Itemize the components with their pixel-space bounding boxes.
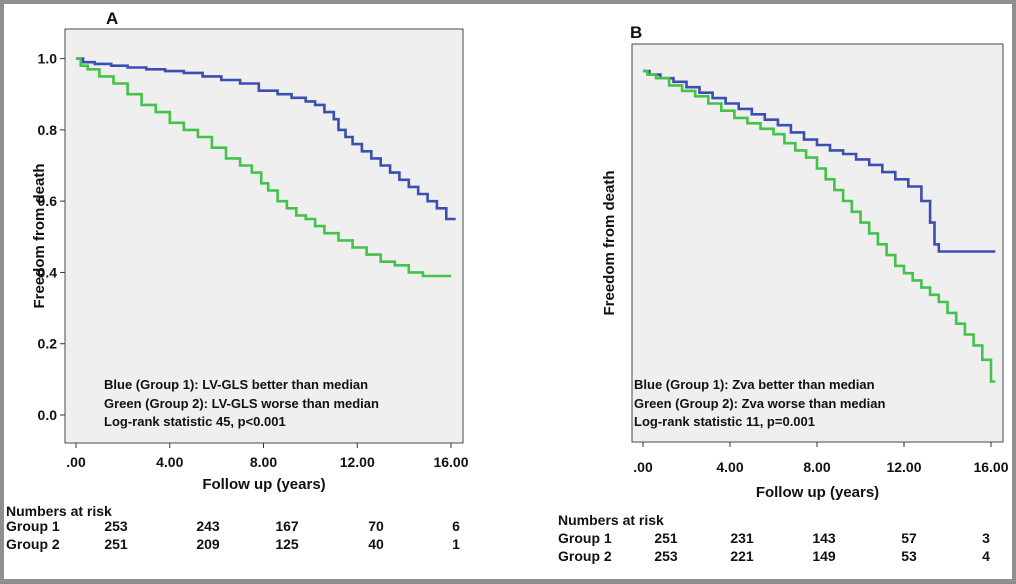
legend-annotation: Green (Group 2): LV-GLS worse than media… bbox=[104, 396, 379, 411]
y-tick-label: 0.0 bbox=[38, 407, 58, 423]
survival-curve-group-1 bbox=[643, 69, 996, 253]
risk-table-value: 231 bbox=[730, 530, 754, 546]
survival-curve-group-1 bbox=[76, 57, 456, 221]
risk-table-row-label: Group 1 bbox=[6, 518, 60, 534]
risk-table-value: 209 bbox=[196, 536, 220, 552]
risk-table-value: 6 bbox=[452, 518, 460, 534]
survival-curve-group-2 bbox=[76, 57, 451, 278]
y-axis-label: Freedom from death bbox=[31, 163, 48, 308]
risk-table-value: 3 bbox=[982, 530, 990, 546]
risk-table-value: 40 bbox=[368, 536, 384, 552]
risk-table-value: 125 bbox=[275, 536, 299, 552]
legend-annotation: Blue (Group 1): LV-GLS better than media… bbox=[104, 377, 368, 392]
plot-area bbox=[631, 43, 1004, 443]
x-tick-label: 8.00 bbox=[250, 454, 277, 470]
x-tick-label: 12.00 bbox=[886, 459, 921, 475]
x-tick-label: 8.00 bbox=[803, 459, 830, 475]
risk-table-header: Numbers at risk bbox=[558, 512, 664, 528]
risk-table-value: 251 bbox=[654, 530, 678, 546]
panel-label: A bbox=[106, 9, 118, 28]
x-tick-label: 16.00 bbox=[433, 454, 468, 470]
risk-table-value: 4 bbox=[982, 548, 990, 564]
kaplan-meier-figure: A Freedom from death 0.0 0.2 0.4 0.6 0.8 1.0 .00… bbox=[6, 9, 1009, 564]
risk-table-value: 253 bbox=[104, 518, 128, 534]
risk-table-value: 251 bbox=[104, 536, 128, 552]
risk-table-value: 167 bbox=[275, 518, 299, 534]
x-axis-label: Follow up (years) bbox=[756, 484, 879, 501]
x-tick-label: .00 bbox=[66, 454, 86, 470]
survival-curve-group-2 bbox=[643, 69, 996, 383]
y-tick-label: 0.8 bbox=[38, 122, 58, 138]
x-tick-label: 4.00 bbox=[156, 454, 183, 470]
panel-label: B bbox=[630, 23, 642, 42]
x-tick-label: 4.00 bbox=[716, 459, 743, 475]
risk-table-value: 221 bbox=[730, 548, 754, 564]
y-tick-label: 0.6 bbox=[38, 193, 58, 209]
legend-annotation: Blue (Group 1): Zva better than median bbox=[634, 377, 875, 392]
x-tick-label: 12.00 bbox=[340, 454, 375, 470]
x-tick-label: .00 bbox=[633, 459, 653, 475]
legend-annotation: Log-rank statistic 45, p<0.001 bbox=[104, 414, 286, 429]
plot-area bbox=[64, 28, 464, 444]
risk-table-value: 253 bbox=[654, 548, 678, 564]
risk-table-row-label: Group 1 bbox=[558, 530, 612, 546]
legend-annotation: Green (Group 2): Zva worse than median bbox=[634, 396, 885, 411]
y-tick-label: 0.4 bbox=[38, 264, 58, 280]
risk-table-row-label: Group 2 bbox=[558, 548, 612, 564]
risk-table-row-label: Group 2 bbox=[6, 536, 60, 552]
y-axis-label: Freedom from death bbox=[601, 170, 618, 315]
risk-table-value: 70 bbox=[368, 518, 384, 534]
risk-table-value: 149 bbox=[812, 548, 836, 564]
risk-table-value: 143 bbox=[812, 530, 836, 546]
risk-table-value: 1 bbox=[452, 536, 460, 552]
risk-table-value: 243 bbox=[196, 518, 220, 534]
risk-table-header: Numbers at risk bbox=[6, 503, 112, 519]
x-axis-label: Follow up (years) bbox=[202, 476, 325, 493]
risk-table-value: 53 bbox=[901, 548, 917, 564]
risk-table-value: 57 bbox=[901, 530, 917, 546]
x-tick-label: 16.00 bbox=[973, 459, 1008, 475]
y-tick-label: 0.2 bbox=[38, 336, 58, 352]
legend-annotation: Log-rank statistic 11, p=0.001 bbox=[634, 414, 815, 429]
y-tick-label: 1.0 bbox=[38, 51, 58, 67]
